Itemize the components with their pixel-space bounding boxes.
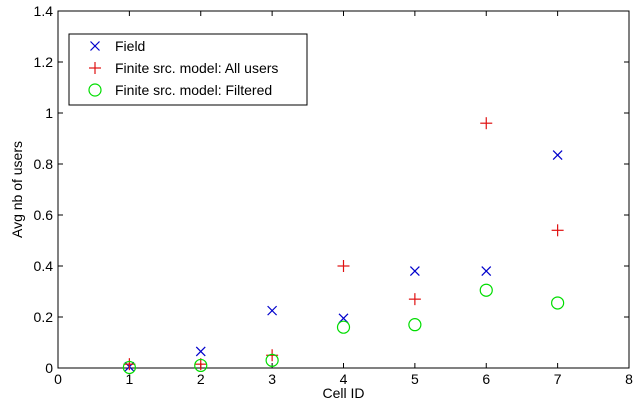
x-tick-label: 6 [482, 371, 490, 387]
legend-marker [88, 83, 102, 97]
series-1 [123, 117, 564, 371]
y-tick-label: 0.8 [34, 156, 54, 172]
data-point [265, 353, 279, 367]
data-point [408, 318, 422, 332]
data-point [479, 283, 493, 297]
y-axis-label: Avg nb of users [9, 141, 25, 238]
legend-label: Field [115, 38, 145, 54]
x-tick-label: 2 [197, 371, 205, 387]
y-tick-label: 0.2 [34, 309, 54, 325]
legend-label: Finite src. model: All users [115, 60, 278, 76]
y-tick-label: 0 [45, 360, 53, 376]
data-point [123, 358, 136, 371]
data-point [194, 358, 207, 371]
data-markers [122, 117, 565, 375]
series-2 [122, 283, 565, 375]
axis-labels: Cell ID Avg nb of users [9, 141, 365, 401]
y-tick-label: 1 [45, 105, 53, 121]
legend: Field Finite src. model: All users Finite … [68, 33, 308, 106]
data-point [552, 150, 563, 160]
data-point [408, 293, 421, 306]
y-tick-label: 0.6 [34, 207, 54, 223]
x-axis-label: Cell ID [322, 385, 364, 401]
data-point [336, 320, 351, 334]
y-tick-label: 1.4 [34, 3, 54, 19]
x-tick-label: 5 [411, 371, 419, 387]
x-tick-label: 0 [54, 371, 62, 387]
data-point [551, 224, 564, 237]
legend-label: Finite src. model: Filtered [115, 82, 272, 98]
x-tick-label: 8 [625, 371, 633, 387]
data-point [195, 346, 206, 357]
data-point [194, 358, 208, 373]
legend-marker [89, 62, 101, 74]
legend-marker [90, 41, 100, 51]
data-point [267, 305, 278, 316]
ticks: 0 1 2 3 4 5 6 7 8 0 0.2 0.4 0.6 0.8 1 1.2 1.4 [34, 3, 634, 387]
data-point [338, 313, 349, 324]
y-tick-label: 1.2 [34, 54, 54, 70]
data-point [409, 266, 420, 277]
data-point [480, 117, 493, 130]
data-point [481, 266, 492, 277]
y-tick-label: 0.4 [34, 258, 54, 274]
x-tick-label: 4 [340, 371, 348, 387]
data-point [266, 349, 279, 362]
data-point [337, 260, 350, 272]
data-point [122, 360, 136, 375]
data-point [551, 296, 565, 310]
x-tick-label: 3 [268, 371, 276, 387]
legend-box [68, 33, 308, 106]
x-tick-label: 7 [554, 371, 562, 387]
x-tick-label: 1 [125, 371, 133, 387]
